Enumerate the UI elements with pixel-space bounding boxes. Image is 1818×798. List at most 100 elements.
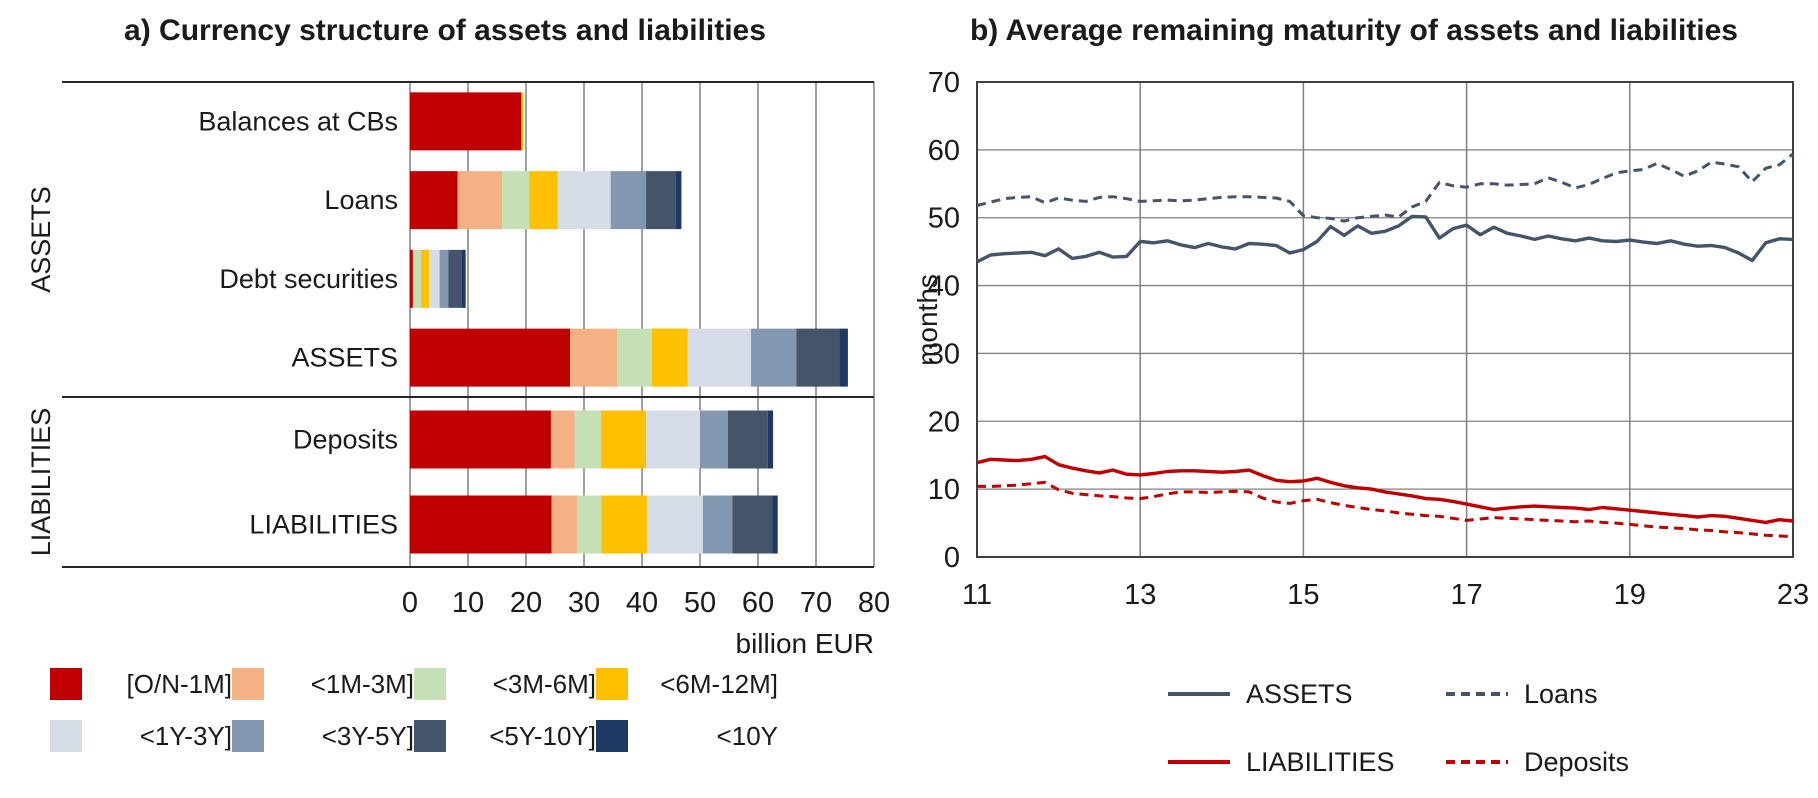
bar-segment-debt-securities-10y <box>461 249 466 308</box>
bar-segment-assets-10y <box>839 328 848 387</box>
line-series-liabilities <box>976 454 1794 525</box>
bar-category-label-debt-securities: Debt securities <box>219 264 398 294</box>
bar-segment-liabilities-1m-3m <box>551 495 578 554</box>
plot-frame <box>976 81 1794 558</box>
bar-segment-balances-at-cbs-6m-12m <box>521 92 524 151</box>
x-tick-label-13: 13 <box>1124 579 1156 611</box>
legend-label: Deposits <box>1524 746 1630 777</box>
bar-segment-loans-1m-3m <box>457 171 503 230</box>
bar-segment-deposits-10y <box>767 410 774 469</box>
legend-item-1y-3y: <1Y-3Y] <box>50 714 232 758</box>
bar-segment-debt-securities-6m-12m <box>421 249 430 308</box>
bar-segment-assets-o-n-1m <box>410 328 571 387</box>
bar-segment-deposits-o-n-1m <box>410 410 551 469</box>
legend-item-assets: ASSETS <box>1168 674 1446 714</box>
bar-segment-liabilities-3m-6m <box>577 495 602 554</box>
legend-item-3m-6m: <3M-6M] <box>414 662 596 706</box>
section-label-liabilities: LIABILITIES <box>26 408 56 557</box>
legend-swatch-3m-6m <box>414 668 446 700</box>
legend-label: Loans <box>1524 678 1598 709</box>
bar-segment-liabilities-3y-5y <box>702 495 733 554</box>
y-tick-label-0: 0 <box>944 542 960 574</box>
x-tick-label-19: 19 <box>1614 579 1646 611</box>
solid-line-sample <box>1168 692 1230 696</box>
legend-label: <6M-12M] <box>660 668 778 699</box>
legend-item-3y-5y: <3Y-5Y] <box>232 714 414 758</box>
legend-label: <10Y <box>716 720 778 751</box>
section-label-assets: ASSETS <box>26 186 56 293</box>
panel-b-title: b) Average remaining maturity of assets … <box>969 14 1738 47</box>
bar-segment-deposits-1m-3m <box>550 410 575 469</box>
bar-segment-loans-6m-12m <box>529 171 558 230</box>
line-series-loans <box>976 152 1794 223</box>
x-tick-label-17: 17 <box>1450 579 1482 611</box>
legend-item-o-n-1m: [O/N-1M] <box>50 662 232 706</box>
bar-segment-deposits-3y-5y <box>700 410 728 469</box>
x-tick-label-23: 23 <box>1777 579 1809 611</box>
bar-segment-assets-1m-3m <box>570 328 618 387</box>
bar-segment-loans-3y-5y <box>610 171 647 230</box>
dashed-line-sample <box>1446 692 1508 696</box>
bar-segment-deposits-5y-10y <box>727 410 768 469</box>
line-series-deposits <box>977 480 1794 539</box>
legend-swatch-1y-3y <box>50 720 82 752</box>
panel-a-title: a) Currency structure of assets and liab… <box>124 14 766 47</box>
dashed-line-sample <box>1446 760 1508 764</box>
bar-segment-debt-securities-3y-5y <box>439 249 449 308</box>
y-tick-label-20: 20 <box>928 406 960 438</box>
bar-category-label-deposits: Deposits <box>293 425 398 455</box>
legend-swatch-10y <box>596 720 628 752</box>
x-tick-label-30: 30 <box>568 587 600 619</box>
legend-label: ASSETS <box>1246 678 1353 709</box>
legend-label: <5Y-10Y] <box>489 720 596 751</box>
panel-a-legend: [O/N-1M] <1M-3M] <3M-6M] <6M-12M] <1Y-3Y] <3Y… <box>50 662 778 758</box>
legend-item-10y: <10Y <box>596 714 778 758</box>
bar-segment-debt-securities-o-n-1m <box>410 249 413 308</box>
legend-item-1m-3m: <1M-3M] <box>232 662 414 706</box>
bar-segment-debt-securities-1y-3y <box>429 249 440 308</box>
x-tick-label-70: 70 <box>800 587 832 619</box>
bar-segment-assets-1y-3y <box>687 328 752 387</box>
line-series-assets <box>976 214 1794 264</box>
bar-category-label-loans: Loans <box>324 185 398 215</box>
legend-item-deposits: Deposits <box>1446 742 1686 782</box>
bar-category-label-assets: ASSETS <box>291 343 398 373</box>
y-tick-label-50: 50 <box>928 203 960 235</box>
legend-item-5y-10y: <5Y-10Y] <box>414 714 596 758</box>
legend-label: [O/N-1M] <box>126 668 232 699</box>
legend-swatch-5y-10y <box>414 720 446 752</box>
legend-swatch-1m-3m <box>232 668 264 700</box>
bar-segment-liabilities-o-n-1m <box>410 495 552 554</box>
bar-segment-loans-3m-6m <box>502 171 530 230</box>
bar-segment-loans-o-n-1m <box>410 171 458 230</box>
x-tick-label-80: 80 <box>858 587 890 619</box>
bar-segment-liabilities-1y-3y <box>647 495 703 554</box>
x-tick-label-10: 10 <box>452 587 484 619</box>
x-tick-label-20: 20 <box>510 587 542 619</box>
y-tick-label-60: 60 <box>928 135 960 167</box>
bar-category-label-liabilities: LIABILITIES <box>249 510 398 540</box>
y-tick-label-10: 10 <box>928 474 960 506</box>
bar-segment-loans-1y-3y <box>557 171 611 230</box>
x-tick-label-60: 60 <box>742 587 774 619</box>
bar-segment-debt-securities-3m-6m <box>412 249 422 308</box>
legend-swatch-o-n-1m <box>50 668 82 700</box>
y-tick-label-70: 70 <box>928 67 960 99</box>
bar-segment-deposits-3m-6m <box>574 410 601 469</box>
panel-b-legend: ASSETS Loans LIABILITIES Deposits <box>1168 674 1686 782</box>
y-tick-label-30: 30 <box>928 338 960 370</box>
legend-item-6m-12m: <6M-12M] <box>596 662 778 706</box>
bar-segment-loans-5y-10y <box>646 171 676 230</box>
bar-segment-deposits-1y-3y <box>646 410 700 469</box>
legend-label: <3Y-5Y] <box>321 720 414 751</box>
bar-segment-deposits-6m-12m <box>600 410 647 469</box>
y-axis-label: months <box>912 274 943 366</box>
solid-line-sample <box>1168 760 1230 764</box>
x-tick-label-40: 40 <box>626 587 658 619</box>
legend-label: LIABILITIES <box>1246 746 1395 777</box>
x-tick-label-0: 0 <box>402 587 418 619</box>
bar-segment-assets-3m-6m <box>617 328 652 387</box>
bar-segment-assets-6m-12m <box>651 328 688 387</box>
bar-segment-liabilities-5y-10y <box>732 495 773 554</box>
